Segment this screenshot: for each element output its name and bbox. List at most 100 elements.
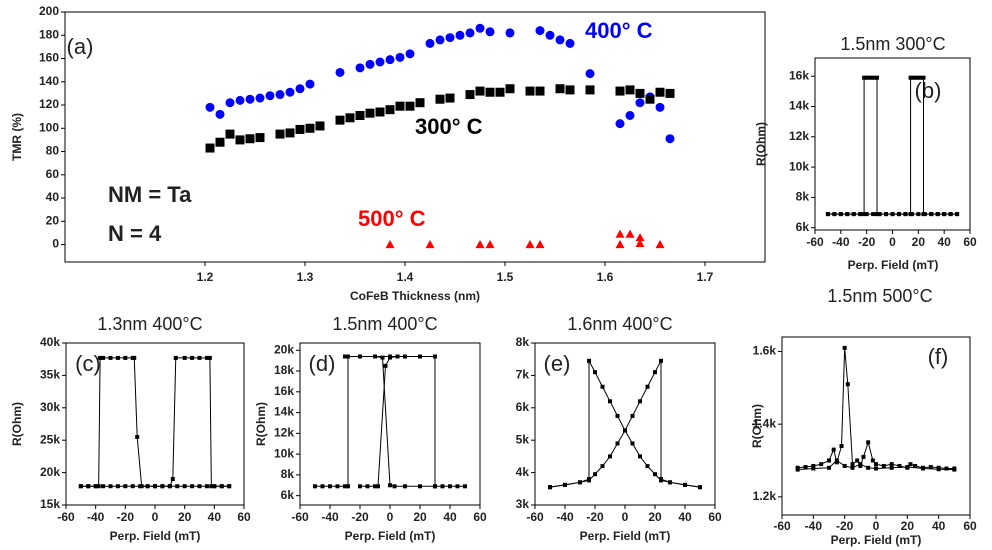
point — [819, 462, 824, 467]
point — [565, 85, 575, 95]
point — [255, 133, 265, 143]
point — [955, 212, 960, 217]
point — [936, 467, 941, 472]
panel-label: (f) — [928, 344, 949, 369]
point — [235, 95, 245, 105]
point — [204, 484, 209, 489]
point — [132, 355, 137, 360]
x-axis-label: Perp. Field (mT) — [831, 533, 922, 547]
x-axis-label: Perp. Field (mT) — [110, 529, 201, 543]
point — [858, 462, 863, 467]
point — [197, 355, 202, 360]
y-tick-label: 180 — [39, 27, 59, 41]
y-tick-label: 1.6k — [753, 344, 777, 358]
point — [448, 484, 452, 489]
point — [858, 212, 863, 217]
point — [587, 477, 591, 482]
point — [108, 355, 113, 360]
point — [275, 129, 285, 139]
x-tick-label: -40 — [832, 235, 850, 249]
panel-title: 1.5nm 500°C — [827, 286, 932, 306]
point — [935, 212, 940, 217]
point — [475, 86, 485, 96]
x-tick-label: -20 — [858, 235, 876, 249]
y-axis-label: R(Ohm) — [10, 402, 24, 446]
y-tick-label: 20k — [274, 342, 294, 356]
point — [875, 212, 879, 217]
y-axis-label: R(Ohm) — [754, 122, 768, 166]
point — [78, 484, 83, 489]
panel-label: (d) — [309, 351, 336, 376]
point — [615, 240, 625, 249]
point — [505, 84, 515, 94]
point — [635, 238, 645, 247]
point — [405, 49, 415, 59]
point — [395, 101, 405, 111]
point — [285, 87, 295, 97]
point — [93, 484, 98, 489]
line — [549, 360, 701, 488]
point — [380, 355, 385, 360]
point — [455, 484, 460, 489]
point — [668, 480, 672, 485]
point — [864, 75, 869, 80]
point — [916, 212, 921, 217]
y-tick-label: 10k — [274, 446, 294, 460]
y-tick-label: 1.4k — [753, 416, 777, 430]
point — [832, 212, 837, 217]
x-tick-label: 1.4 — [397, 270, 414, 284]
point — [827, 465, 831, 470]
point — [205, 102, 215, 112]
point — [903, 212, 908, 217]
point — [653, 472, 657, 477]
x-tick-label: 40 — [937, 235, 951, 249]
point — [877, 212, 882, 217]
point — [455, 30, 465, 40]
point — [190, 484, 195, 489]
x-tick-label: 60 — [963, 519, 977, 533]
point — [373, 354, 377, 359]
line — [345, 356, 435, 487]
y-tick-label: 5k — [516, 432, 530, 446]
point — [600, 384, 605, 389]
point — [625, 85, 635, 95]
x-tick-label: -40 — [321, 510, 339, 524]
point — [175, 484, 180, 489]
point — [295, 124, 305, 134]
x-tick-label: 1.7 — [697, 270, 714, 284]
x-tick-label: -60 — [806, 235, 824, 249]
point — [890, 212, 895, 217]
point — [388, 355, 392, 360]
point — [433, 354, 437, 359]
point — [638, 399, 642, 404]
axis-frame — [64, 11, 766, 263]
point — [881, 463, 886, 468]
point — [665, 134, 675, 144]
point — [884, 212, 889, 217]
point — [305, 79, 315, 89]
panel-title: 1.3nm 400°C — [97, 314, 202, 334]
point — [115, 355, 120, 360]
point — [173, 355, 178, 360]
point — [869, 75, 874, 80]
point — [535, 240, 545, 249]
y-tick-label: 60 — [46, 167, 60, 181]
y-tick-label: 140 — [39, 74, 59, 88]
point — [615, 86, 625, 96]
point — [909, 212, 914, 217]
point — [921, 75, 926, 80]
x-tick-label: 60 — [237, 510, 251, 524]
point — [207, 355, 212, 360]
point — [578, 480, 582, 485]
series-label: 500° C — [358, 206, 426, 231]
x-axis-label: Perp. Field (mT) — [580, 529, 671, 543]
point — [485, 27, 495, 37]
point — [170, 477, 175, 482]
point — [850, 462, 855, 467]
point — [440, 484, 445, 489]
point — [908, 75, 913, 80]
point — [418, 354, 422, 359]
x-tick-label: 20 — [648, 510, 662, 524]
point — [160, 484, 165, 489]
point — [255, 93, 265, 103]
